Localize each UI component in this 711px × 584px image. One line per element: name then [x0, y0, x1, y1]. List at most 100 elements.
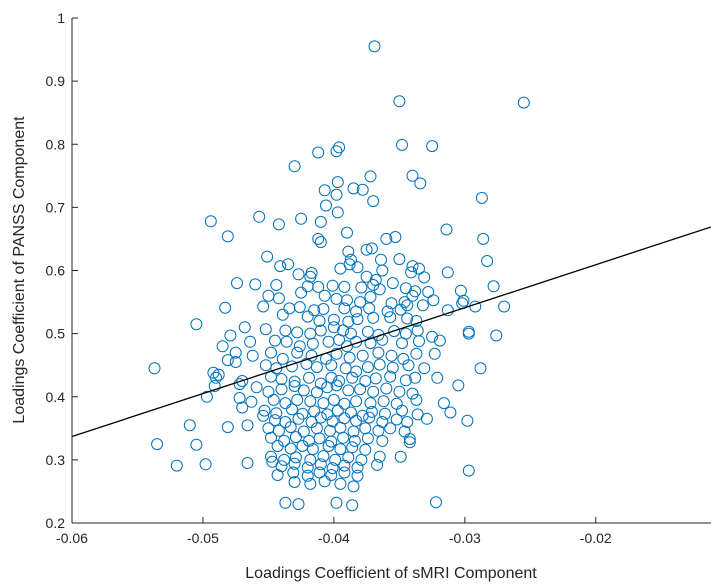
data-point [270, 279, 283, 291]
data-point [413, 335, 425, 348]
y-ticks: 0.2 0.3 0.4 0.5 0.6 0.7 0.8 0.9 1 [46, 10, 78, 531]
data-point [272, 292, 285, 305]
data-point [308, 405, 321, 418]
data-point [314, 324, 327, 337]
data-point [190, 438, 203, 451]
data-point [386, 277, 399, 290]
data-point [396, 138, 408, 151]
data-point [346, 499, 359, 512]
data-point [361, 361, 374, 374]
data-point [314, 377, 327, 390]
data-point [433, 334, 446, 347]
data-point [276, 352, 289, 365]
data-point [274, 260, 287, 273]
data-point [170, 459, 183, 472]
data-point [355, 281, 368, 294]
data-point [279, 397, 292, 410]
data-point [295, 212, 308, 225]
data-point [462, 325, 475, 338]
x-tick-label: -0.02 [580, 530, 612, 546]
data-point [350, 395, 363, 408]
data-point [344, 253, 357, 266]
data-point [351, 469, 364, 482]
data-point [312, 232, 325, 245]
data-point [398, 296, 411, 309]
data-point [487, 280, 500, 293]
data-point [212, 368, 225, 381]
data-point [379, 407, 391, 420]
data-point [334, 262, 347, 275]
data-point [462, 464, 475, 477]
data-point [401, 299, 414, 312]
data-point [271, 440, 284, 452]
data-point [369, 372, 382, 385]
data-point [385, 349, 398, 362]
data-point [414, 177, 427, 190]
data-point [329, 453, 342, 466]
data-point [339, 362, 352, 375]
data-point [262, 385, 275, 398]
data-point [373, 358, 386, 371]
data-point [288, 375, 301, 388]
data-point [347, 182, 360, 195]
data-point [452, 379, 465, 392]
data-point [265, 431, 277, 444]
x-tick-label: -0.04 [318, 530, 350, 546]
data-point [301, 310, 314, 323]
data-point [287, 466, 300, 479]
data-point [457, 294, 470, 307]
data-point [359, 443, 372, 456]
data-point [426, 330, 439, 343]
y-tick-label: 0.8 [46, 136, 66, 152]
data-point [342, 245, 355, 258]
data-point [337, 431, 350, 444]
data-point [241, 457, 254, 469]
data-point [279, 324, 292, 337]
data-point [461, 414, 474, 427]
data-point [394, 450, 407, 463]
data-point [356, 183, 369, 196]
data-point [418, 362, 431, 375]
data-point [272, 218, 285, 231]
data-point [341, 294, 353, 307]
data-point [354, 383, 367, 396]
data-point [401, 312, 414, 325]
data-point [331, 404, 344, 417]
data-point [331, 176, 344, 189]
data-point [321, 408, 334, 421]
data-point [393, 95, 406, 108]
data-point [284, 421, 297, 434]
data-point [292, 498, 305, 511]
data-point [325, 469, 338, 481]
data-point [384, 370, 397, 383]
y-axis-label: Loadings Coefficient of PANSS Component [11, 116, 28, 424]
data-point [398, 425, 411, 438]
data-point [355, 453, 368, 466]
data-point [278, 453, 291, 466]
data-point [288, 457, 301, 470]
data-point [327, 321, 340, 334]
data-point [310, 361, 323, 374]
data-point [297, 384, 310, 397]
data-point [364, 397, 377, 410]
data-point [327, 313, 340, 326]
data-point [304, 327, 317, 340]
data-point [334, 477, 347, 490]
data-point [304, 270, 317, 283]
data-point [301, 461, 314, 474]
data-point [410, 347, 423, 360]
data-point [475, 191, 488, 204]
data-point [279, 496, 292, 509]
data-point [406, 169, 419, 182]
data-point [306, 337, 319, 350]
y-tick-label: 0.4 [46, 389, 66, 405]
data-point [216, 340, 229, 353]
data-point [275, 460, 288, 473]
data-point [224, 329, 237, 342]
data-point [410, 393, 423, 406]
data-point [253, 210, 266, 223]
data-point [322, 440, 335, 452]
data-point [350, 305, 363, 318]
data-point [304, 477, 317, 490]
data-point [372, 424, 385, 437]
